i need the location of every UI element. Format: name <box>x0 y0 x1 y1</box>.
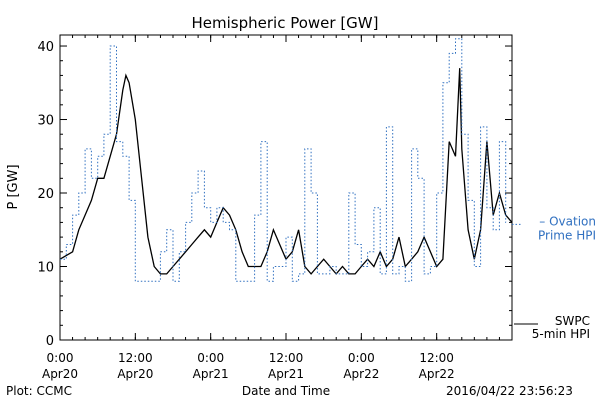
x-ticks: 0:00 Apr20 12:00 Apr20 0:00 Apr21 12:00 Apr21 0:… <box>42 35 513 381</box>
x-tick-time-label: 0:00 <box>47 351 74 365</box>
chart-title: Hemispheric Power [GW] <box>192 14 379 32</box>
y-axis-label: P [GW] <box>6 164 21 209</box>
x-tick-date-label: Apr20 <box>117 367 153 381</box>
x-tick-time-label: 12:00 <box>419 351 454 365</box>
x-tick-date-label: Apr22 <box>343 367 379 381</box>
y-tick-label: 40 <box>37 40 54 55</box>
x-tick-date-label: Apr21 <box>193 367 229 381</box>
x-tick-time-label: 0:00 <box>197 351 224 365</box>
swpc-hpi-line <box>59 68 513 275</box>
ovation-series-label: Prime HPI <box>538 228 596 242</box>
plot-credit: Plot: CCMC <box>6 384 72 398</box>
x-tick-time-label: 12:00 <box>269 351 304 365</box>
series-layer <box>59 38 513 282</box>
y-tick-label: 0 <box>46 334 54 349</box>
y-ticks: 0 10 20 30 40 <box>37 40 512 349</box>
x-tick-time-label: 12:00 <box>118 351 153 365</box>
ovation-prime-hpi-line <box>60 38 507 282</box>
x-axis-label: Date and Time <box>242 384 330 398</box>
x-tick-time-label: 0:00 <box>348 351 375 365</box>
y-tick-label: 10 <box>37 261 54 276</box>
swpc-series-label: 5-min HPI <box>532 327 590 341</box>
plot-timestamp: 2016/04/22 23:56:23 <box>446 384 573 398</box>
y-tick-label: 30 <box>37 114 54 129</box>
ovation-series-label: – Ovation <box>539 214 596 228</box>
x-tick-date-label: Apr21 <box>268 367 304 381</box>
x-tick-date-label: Apr22 <box>419 367 455 381</box>
y-tick-label: 20 <box>37 187 54 202</box>
swpc-series-label: SWPC <box>555 314 590 328</box>
x-tick-date-label: Apr20 <box>42 367 78 381</box>
